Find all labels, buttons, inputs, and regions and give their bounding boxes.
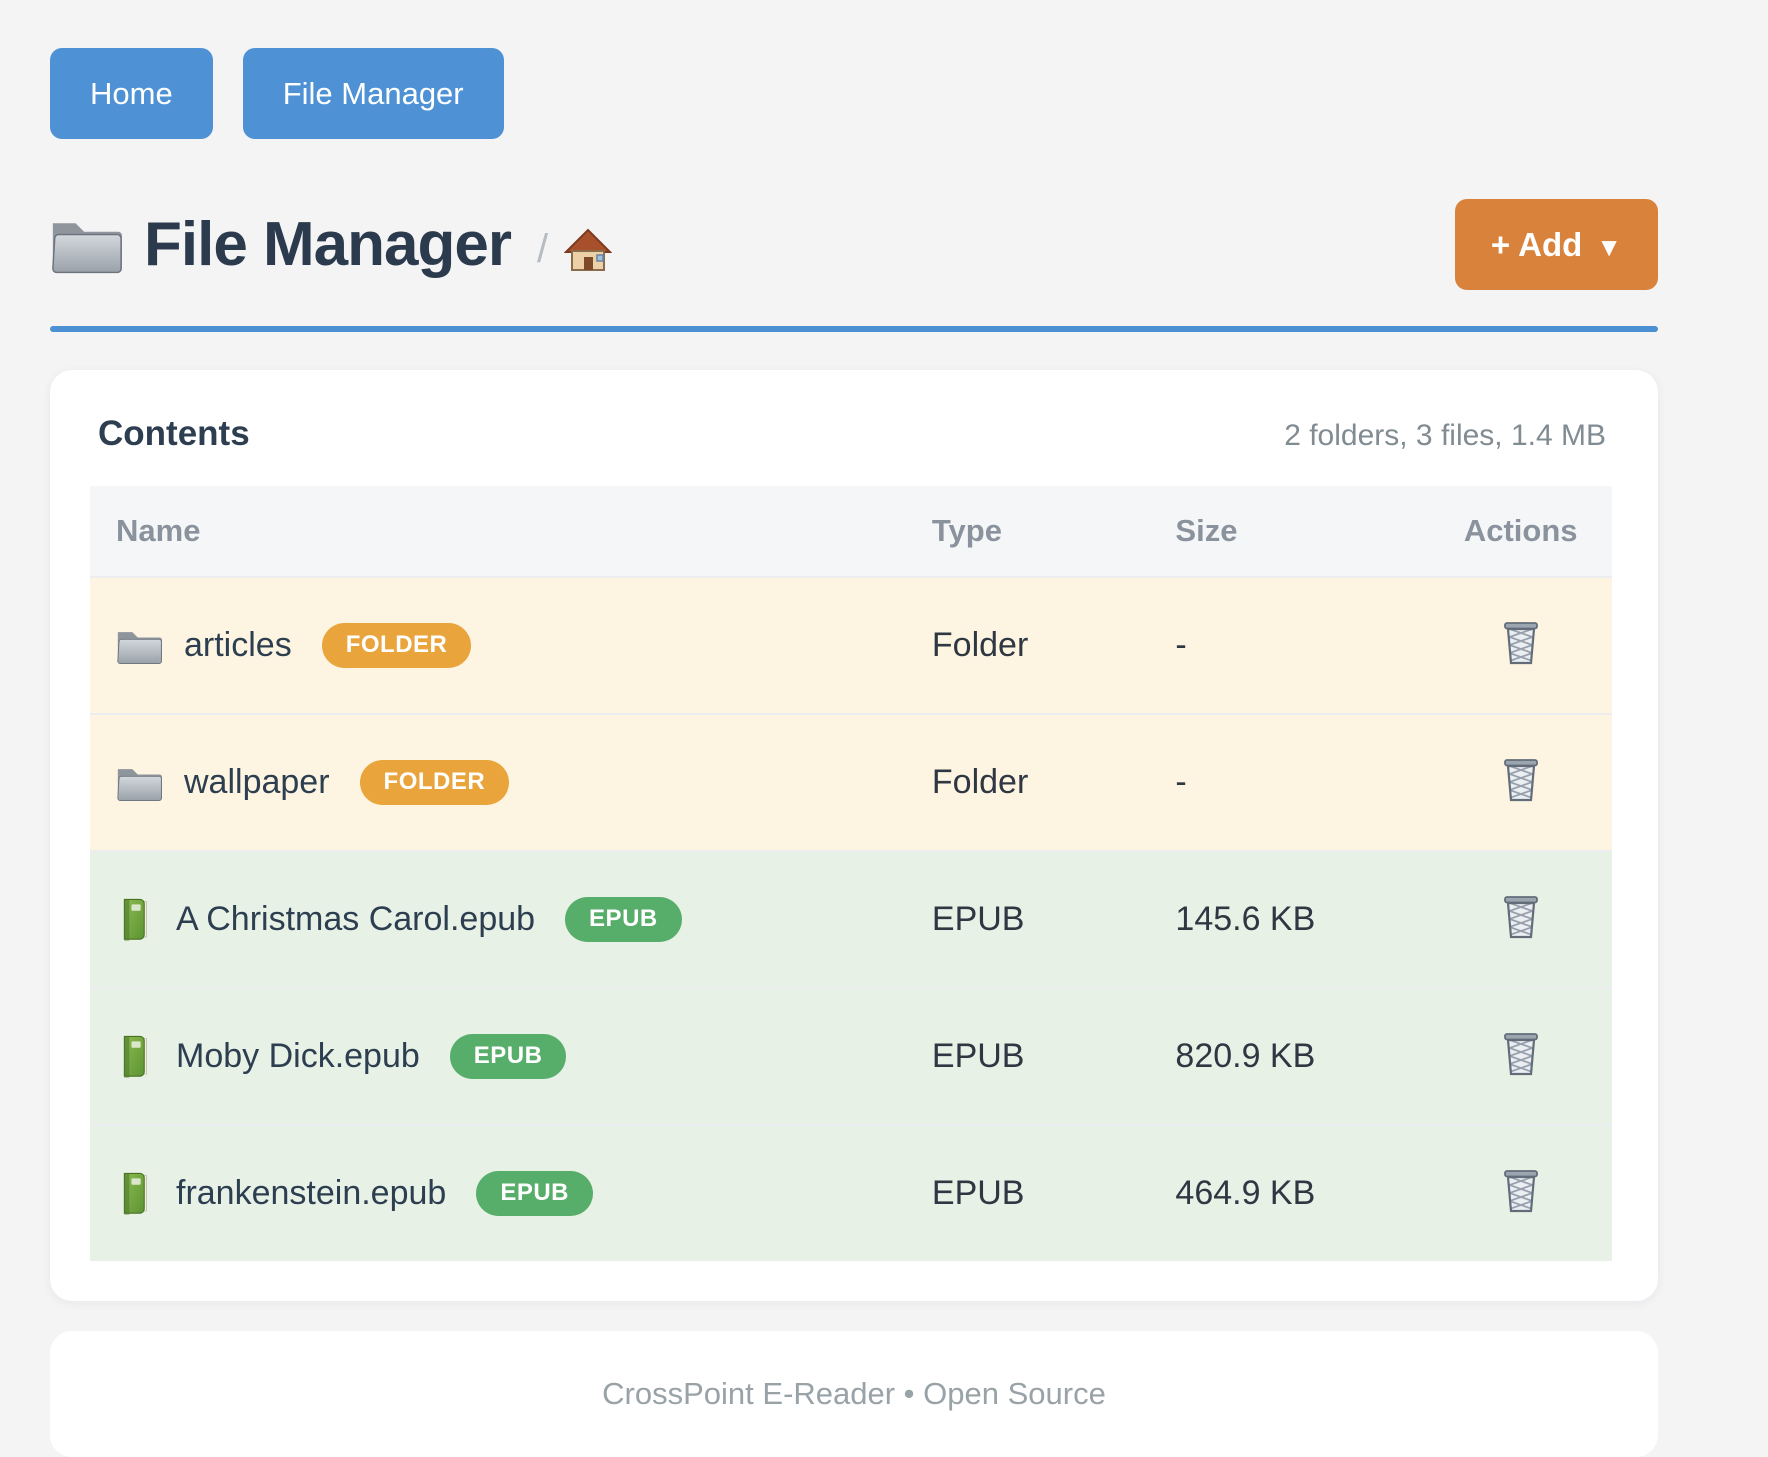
delete-button[interactable] — [1497, 1027, 1545, 1084]
files-table: Name Type Size Actions articles FOLDER F… — [90, 486, 1612, 1261]
trash-icon — [1501, 894, 1541, 940]
cell-size: 464.9 KB — [1175, 1174, 1316, 1212]
house-icon[interactable] — [564, 226, 612, 272]
contents-title: Contents — [98, 414, 250, 453]
cell-type: Folder — [931, 626, 1029, 664]
column-header-actions: Actions — [1463, 513, 1578, 548]
column-header-type: Type — [931, 513, 1002, 548]
top-nav: Home File Manager — [50, 0, 1658, 139]
delete-button[interactable] — [1497, 616, 1545, 673]
contents-card-header: Contents 2 folders, 3 files, 1.4 MB — [90, 414, 1612, 454]
epub-badge: EPUB — [449, 1034, 567, 1079]
epub-badge: EPUB — [565, 897, 682, 942]
green-book-icon — [123, 898, 147, 941]
item-name[interactable]: A Christmas Carol.epub — [176, 900, 536, 938]
trash-icon — [1501, 1168, 1541, 1214]
add-button-label: + Add — [1490, 226, 1583, 263]
page-container: Home File Manager File Manager / + Add ▼ … — [50, 0, 1658, 1457]
table-row-articles[interactable]: articles FOLDER Folder - — [90, 577, 1612, 714]
page-title: File Manager — [144, 210, 512, 279]
item-name[interactable]: frankenstein.epub — [176, 1174, 447, 1212]
folder-badge: FOLDER — [321, 623, 472, 668]
contents-card: Contents 2 folders, 3 files, 1.4 MB Name… — [50, 370, 1658, 1301]
trash-icon — [1501, 620, 1541, 666]
green-book-icon — [123, 1035, 147, 1078]
header-divider — [50, 326, 1658, 332]
cell-size: - — [1175, 626, 1187, 664]
nav-button-home[interactable]: Home — [50, 48, 213, 139]
folder-icon — [117, 631, 162, 664]
table-row-christmas-carol[interactable]: A Christmas Carol.epub EPUB EPUB 145.6 K… — [90, 851, 1612, 988]
folder-badge: FOLDER — [359, 760, 510, 805]
title-group: File Manager / — [50, 209, 612, 280]
table-row-frankenstein[interactable]: frankenstein.epub EPUB EPUB 464.9 KB — [90, 1125, 1612, 1261]
nav-button-file-manager[interactable]: File Manager — [242, 48, 504, 139]
trash-icon — [1501, 757, 1541, 803]
cell-type: EPUB — [931, 1037, 1025, 1075]
delete-button[interactable] — [1497, 1164, 1545, 1221]
delete-button[interactable] — [1497, 753, 1545, 810]
table-row-moby-dick[interactable]: Moby Dick.epub EPUB EPUB 820.9 KB — [90, 988, 1612, 1125]
epub-badge: EPUB — [476, 1171, 593, 1216]
folder-icon — [117, 768, 162, 801]
footer-text: CrossPoint E-Reader • Open Source — [602, 1376, 1106, 1411]
green-book-icon — [123, 1172, 147, 1215]
add-button[interactable]: + Add ▼ — [1454, 199, 1658, 290]
cell-size: 145.6 KB — [1175, 900, 1316, 938]
column-header-size: Size — [1175, 513, 1238, 548]
folder-icon — [52, 221, 122, 273]
column-header-name: Name — [116, 513, 201, 548]
chevron-down-icon: ▼ — [1596, 232, 1622, 262]
cell-type: EPUB — [931, 1174, 1025, 1212]
item-name[interactable]: Moby Dick.epub — [176, 1037, 420, 1075]
cell-size: 820.9 KB — [1175, 1037, 1316, 1075]
contents-summary: 2 folders, 3 files, 1.4 MB — [1284, 419, 1606, 452]
cell-type: EPUB — [931, 900, 1025, 938]
trash-icon — [1501, 1031, 1541, 1077]
item-name[interactable]: articles — [184, 626, 292, 664]
item-name[interactable]: wallpaper — [184, 763, 330, 801]
table-row-wallpaper[interactable]: wallpaper FOLDER Folder - — [90, 714, 1612, 851]
cell-size: - — [1175, 763, 1187, 801]
breadcrumb-separator: / — [537, 227, 549, 271]
table-header-row: Name Type Size Actions — [90, 486, 1612, 577]
cell-type: Folder — [931, 763, 1029, 801]
footer-card: CrossPoint E-Reader • Open Source — [50, 1331, 1658, 1457]
page-header: File Manager / + Add ▼ — [50, 199, 1658, 290]
delete-button[interactable] — [1497, 890, 1545, 947]
